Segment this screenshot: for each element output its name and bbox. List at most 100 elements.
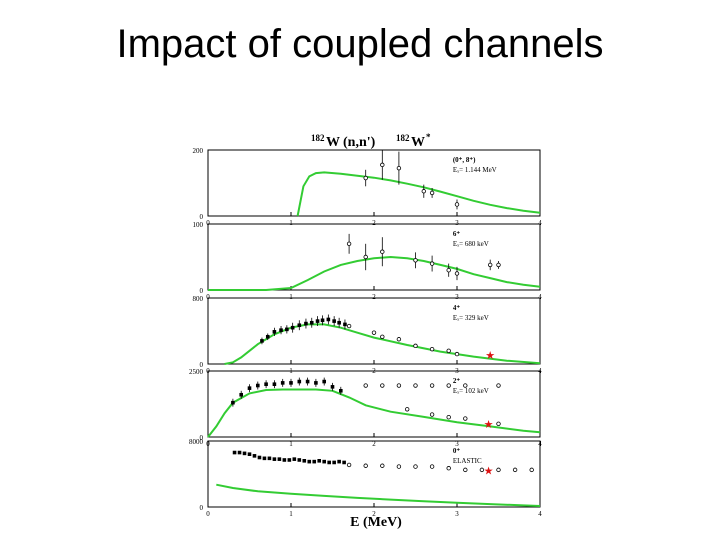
data-point-open: [496, 421, 501, 426]
data-point-filled: [231, 400, 235, 405]
data-point-open: [396, 165, 402, 171]
data-point-open: [346, 323, 352, 329]
data-point-filled: [337, 320, 341, 325]
data-point-filled: [342, 460, 346, 465]
data-point-open: [380, 249, 385, 254]
data-point-open: [380, 383, 385, 388]
data-point-filled: [297, 458, 302, 462]
data-point-open: [429, 190, 435, 196]
data-point-open: [463, 383, 468, 388]
x-tick-label: 2: [372, 510, 376, 518]
data-point-filled: [297, 379, 302, 384]
data-point-filled: [312, 459, 317, 464]
data-point-open: [421, 189, 426, 194]
x-tick-label: 2: [372, 293, 376, 301]
data-point-filled: [257, 455, 262, 460]
data-point-filled: [247, 386, 252, 390]
data-point-filled: [292, 457, 297, 461]
data-point-open: [454, 271, 460, 276]
data-point-open: [429, 261, 435, 266]
panel-frame: [207, 149, 541, 217]
y-tick-label: 0: [200, 504, 204, 512]
data-point-filled: [343, 322, 347, 327]
data-point-filled: [297, 323, 302, 328]
y-tick-label: 0: [200, 434, 204, 442]
product-symbol: W: [411, 135, 425, 150]
data-point-open: [380, 463, 385, 468]
data-point-filled: [332, 319, 336, 323]
data-point-open: [463, 416, 468, 421]
data-point-open: [396, 337, 402, 342]
data-point-open: [454, 202, 460, 207]
data-point-filled: [322, 379, 326, 384]
reaction-label: (n,n'): [343, 135, 376, 150]
y-tick-label: 8000: [189, 438, 204, 446]
data-point-open: [429, 346, 435, 352]
calculation-curve: [296, 171, 541, 217]
y-tick-label: 100: [193, 221, 204, 229]
data-point-filled: [305, 379, 310, 384]
data-point-open: [363, 254, 368, 260]
data-point-filled: [332, 460, 336, 465]
data-point-open: [429, 464, 435, 469]
panel-frame: [207, 223, 541, 291]
x-tick-label: 3: [455, 293, 459, 301]
y-tick-label: 0: [200, 361, 204, 369]
panel-0: 0 1 2 3 4 0 200 (0⁺, 8⁺) Eₓ= 1.144 MeV: [193, 147, 543, 227]
data-point-filled: [314, 381, 318, 385]
star-marker: ★: [484, 466, 494, 478]
data-point-filled: [287, 458, 292, 462]
x-tick-label: 0: [206, 219, 210, 227]
data-point-open: [446, 348, 451, 353]
data-point-open: [488, 262, 493, 268]
data-point-open: [496, 262, 501, 268]
product-mass: 182: [396, 133, 410, 143]
data-point-open: [363, 463, 368, 468]
data-point-filled: [309, 320, 314, 325]
star-marker: ★: [484, 419, 494, 431]
data-point-filled: [280, 381, 285, 385]
data-point-open: [380, 162, 385, 168]
panel-state-label: 2⁺: [453, 377, 461, 385]
calculation-curve: [224, 323, 541, 365]
data-point-open: [496, 467, 501, 473]
data-point-open: [429, 383, 435, 388]
data-point-filled: [247, 452, 252, 456]
y-tick-label: 200: [193, 147, 204, 155]
calculation-curve: [216, 483, 541, 507]
data-point-filled: [290, 325, 295, 330]
x-tick-label: 2: [372, 440, 376, 448]
data-point-filled: [289, 381, 293, 385]
x-axis-label: E (MeV): [350, 515, 402, 530]
data-point-filled: [337, 459, 341, 464]
data-point-open: [479, 467, 485, 473]
y-tick-label: 0: [200, 287, 204, 295]
x-tick-label: 0: [206, 293, 210, 301]
y-tick-label: 0: [200, 213, 204, 221]
data-point-filled: [272, 330, 277, 334]
panel-state-label: 6⁺: [453, 230, 461, 238]
calculation-curve: [208, 255, 541, 291]
data-point-open: [380, 334, 385, 339]
data-point-filled: [277, 457, 282, 461]
data-point-filled: [339, 389, 343, 393]
data-point-filled: [264, 382, 268, 386]
data-point-open: [404, 407, 410, 412]
product-excited-mark: *: [426, 132, 431, 142]
target-mass: 182: [311, 133, 325, 143]
panel-state-label: (0⁺, 8⁺): [453, 156, 476, 164]
panel-energy-label: Eₓ= 329 keV: [453, 314, 489, 322]
panel-energy-label: Eₓ= 680 keV: [453, 240, 489, 248]
data-point-filled: [322, 459, 326, 464]
data-point-filled: [282, 458, 287, 462]
data-point-filled: [315, 319, 320, 323]
data-point-open: [496, 383, 501, 388]
target-symbol: W: [326, 135, 340, 150]
data-point-filled: [330, 385, 335, 389]
panel-state-label: 4⁺: [453, 304, 461, 312]
x-tick-label: 1: [289, 293, 293, 301]
